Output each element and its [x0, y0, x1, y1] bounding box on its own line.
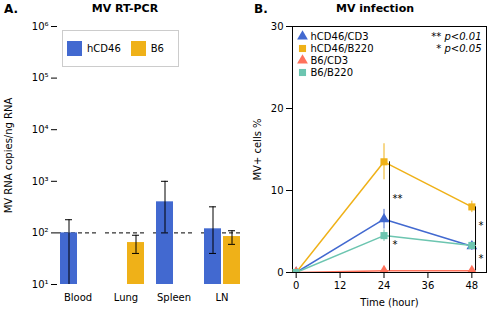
svg-text:36: 36	[422, 280, 435, 291]
svg-text:24: 24	[378, 280, 391, 291]
svg-text:B6/CD3: B6/CD3	[311, 55, 349, 66]
svg-text:*: *	[479, 220, 484, 231]
svg-text:0: 0	[277, 267, 283, 278]
svg-text:MV RNA copies/ng RNA: MV RNA copies/ng RNA	[3, 97, 14, 213]
svg-text:10⁴: 10⁴	[32, 124, 49, 135]
svg-text:MV+ cells %: MV+ cells %	[252, 118, 263, 180]
svg-text:10¹: 10¹	[32, 279, 49, 290]
svg-text:LN: LN	[215, 292, 228, 303]
svg-text:*: *	[479, 253, 484, 264]
svg-text:hCD46/CD3: hCD46/CD3	[311, 31, 369, 42]
svg-text:48: 48	[465, 280, 478, 291]
html-text:MV RT-PCR: MV RT-PCR	[91, 2, 159, 15]
html-text:MV infection: MV infection	[336, 2, 414, 15]
svg-text:0: 0	[293, 280, 299, 291]
svg-text:20: 20	[271, 103, 284, 114]
svg-text:10: 10	[271, 185, 284, 196]
svg-text:30: 30	[271, 21, 284, 32]
svg-text:Lung: Lung	[114, 292, 138, 303]
svg-text:*: *	[393, 239, 398, 250]
svg-text:10³: 10³	[32, 176, 49, 187]
svg-text:Time (hour): Time (hour)	[359, 297, 418, 308]
svg-text:10⁵: 10⁵	[32, 72, 49, 83]
svg-text:**: **	[393, 193, 403, 204]
html-text:B.: B.	[254, 2, 268, 16]
svg-text:** p<0.01: ** p<0.01	[431, 31, 481, 42]
svg-text:Spleen: Spleen	[157, 292, 191, 303]
svg-text:10²: 10²	[32, 227, 49, 238]
svg-text:B6/B220: B6/B220	[311, 67, 354, 78]
html-text:B6: B6	[150, 43, 164, 54]
svg-text:12: 12	[334, 280, 347, 291]
svg-text:* p<0.05: * p<0.05	[436, 43, 481, 54]
html-text:A.: A.	[4, 2, 19, 16]
svg-text:10⁶: 10⁶	[32, 21, 49, 32]
html-text:hCD46: hCD46	[87, 43, 121, 54]
svg-text:hCD46/B220: hCD46/B220	[311, 43, 374, 54]
svg-text:Blood: Blood	[64, 292, 92, 303]
